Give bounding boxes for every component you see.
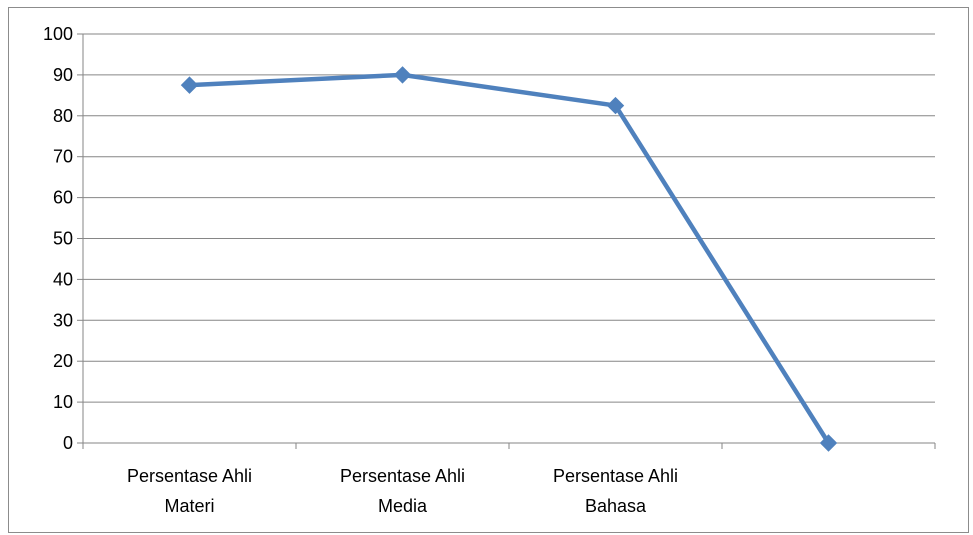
y-tick-label: 20 [53,351,73,371]
series-layer [180,66,838,452]
y-tick-label: 10 [53,392,73,412]
y-tick-label: 40 [53,269,73,289]
y-tick-label: 100 [43,24,73,44]
data-point [180,76,199,94]
x-tick-label: Persentase Ahli Bahasa [553,466,678,516]
y-axis-ticks: 0 10 20 30 40 50 60 70 80 90 100 [43,24,83,453]
y-tick-label: 80 [53,106,73,126]
y-tick-label: 0 [63,433,73,453]
series-line [187,72,831,446]
gridlines [83,33,935,403]
x-tick-label: Persentase Ahli Materi [127,466,252,516]
y-tick-label: 70 [53,147,73,167]
y-tick-label: 90 [53,65,73,85]
x-tick-label: Persentase Ahli Media [340,466,465,516]
y-tick-label: 30 [53,310,73,330]
data-point [819,434,838,452]
data-point [393,66,412,84]
x-axis-ticks: Persentase Ahli Materi Persentase Ahli Medi… [82,443,936,516]
y-tick-label: 50 [53,229,73,249]
y-tick-label: 60 [53,188,73,208]
data-point [606,96,625,115]
chart-frame [8,7,969,533]
